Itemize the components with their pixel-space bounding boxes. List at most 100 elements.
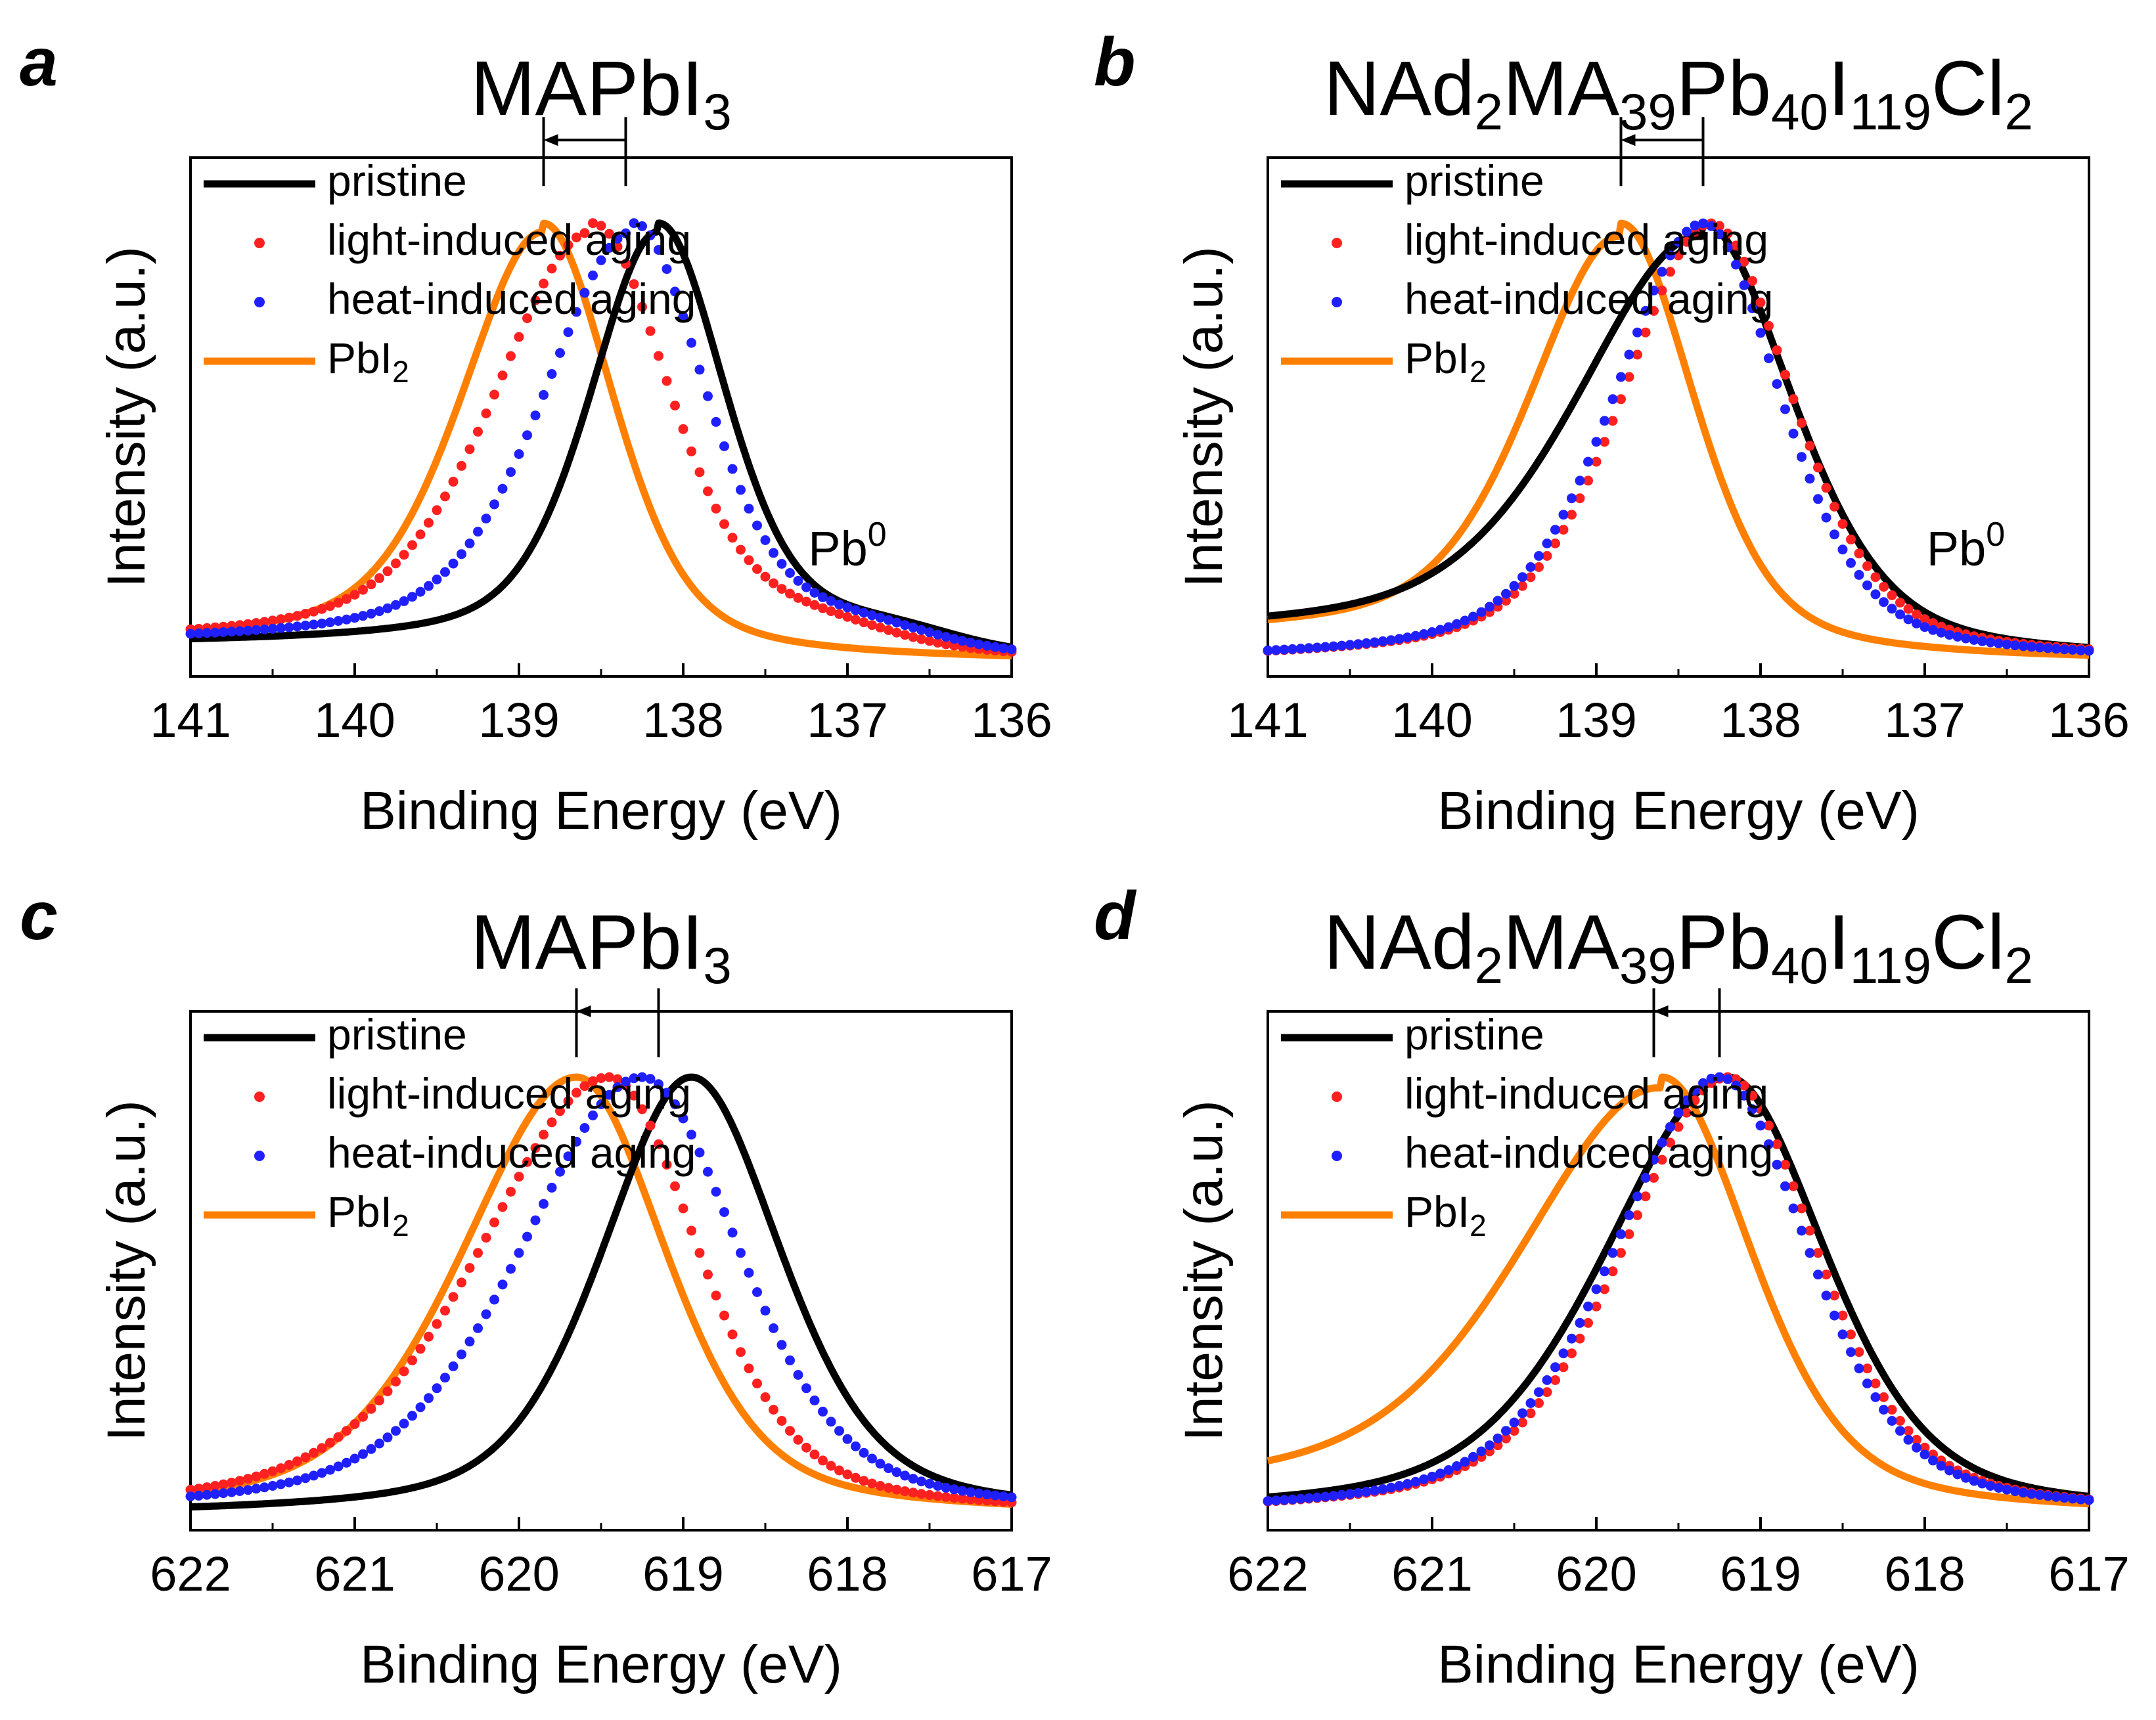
x-tick-label: 622 <box>150 1547 231 1601</box>
data-point <box>999 643 1008 653</box>
data-point <box>776 584 787 594</box>
data-point <box>1994 1483 2004 1493</box>
data-point <box>547 1182 557 1193</box>
data-point <box>760 1392 771 1402</box>
data-point <box>933 1491 943 1501</box>
panel-letter: c <box>20 878 58 954</box>
data-point <box>300 621 311 630</box>
x-tick-label: 621 <box>314 1547 395 1601</box>
data-point <box>818 1455 828 1466</box>
data-point <box>859 1447 869 1458</box>
data-point <box>1772 1139 1782 1149</box>
data-point <box>678 424 688 434</box>
data-point <box>604 229 614 239</box>
data-point <box>309 1447 319 1458</box>
data-point <box>2059 1493 2069 1503</box>
data-point <box>703 1166 713 1177</box>
data-point <box>1279 644 1290 655</box>
data-point <box>826 1461 836 1471</box>
data-point <box>826 596 836 606</box>
data-point <box>555 250 565 261</box>
data-point <box>407 1355 417 1365</box>
data-point <box>1722 242 1733 253</box>
data-point <box>1279 1495 1290 1505</box>
data-point <box>1378 1484 1388 1494</box>
data-point <box>1788 394 1799 405</box>
data-point <box>1517 572 1527 583</box>
data-point <box>769 548 778 558</box>
x-tick-label: 620 <box>1556 1547 1636 1601</box>
data-point <box>1410 1476 1421 1487</box>
data-point <box>711 503 721 514</box>
data-point <box>1690 220 1700 231</box>
data-point <box>1337 1489 1347 1500</box>
data-point <box>1903 1426 1914 1436</box>
data-point <box>227 1487 236 1497</box>
data-point <box>908 623 918 632</box>
data-point <box>349 590 360 600</box>
data-point <box>834 609 844 619</box>
data-point <box>342 614 351 625</box>
data-point <box>464 1336 475 1347</box>
series-line-pbi2 <box>1266 1073 2091 1508</box>
data-point <box>842 611 853 622</box>
data-point <box>292 611 302 621</box>
data-point <box>826 606 836 617</box>
data-point <box>982 1489 992 1500</box>
data-point <box>1575 1317 1585 1328</box>
data-point <box>1345 1489 1355 1499</box>
data-point <box>596 1073 606 1084</box>
data-point <box>588 1110 598 1120</box>
data-point <box>530 1143 541 1153</box>
data-point <box>2018 641 2029 651</box>
data-point <box>2027 642 2036 652</box>
data-point <box>1846 558 1856 568</box>
data-point <box>1722 229 1733 238</box>
data-point <box>834 1465 844 1476</box>
data-point <box>1747 303 1757 313</box>
data-point <box>809 600 820 610</box>
data-point <box>1952 1469 1963 1480</box>
data-point <box>834 1426 844 1436</box>
x-tick-label: 138 <box>1720 693 1801 747</box>
data-point <box>2002 639 2012 650</box>
data-point <box>670 286 680 297</box>
data-point <box>1591 437 1602 447</box>
data-point <box>1821 1269 1831 1280</box>
data-point <box>801 582 811 592</box>
data-point <box>1493 1440 1503 1451</box>
x-axis-label: Binding Energy (eV) <box>360 1635 842 1694</box>
x-tick-label: 136 <box>971 693 1052 747</box>
data-point <box>448 1292 459 1302</box>
data-point <box>235 626 245 636</box>
legend-label-pristine: pristine <box>327 1010 467 1059</box>
data-point <box>1764 1120 1774 1131</box>
data-point <box>859 617 869 628</box>
x-tick-label: 138 <box>642 693 723 747</box>
data-point <box>1780 1159 1790 1170</box>
data-point <box>637 1104 647 1114</box>
data-point <box>1591 456 1602 467</box>
x-tick-label: 618 <box>1884 1547 1965 1601</box>
data-point <box>694 467 705 477</box>
data-point <box>1328 641 1339 651</box>
data-point <box>1813 1248 1823 1258</box>
data-point <box>1715 229 1724 240</box>
data-point <box>793 1370 803 1380</box>
data-point <box>514 449 524 459</box>
data-point <box>1673 250 1684 261</box>
data-point <box>1739 1090 1749 1101</box>
data-point <box>1403 632 1412 643</box>
data-point <box>1607 416 1618 426</box>
x-tick-label: 136 <box>2048 693 2129 747</box>
data-point <box>1830 1290 1839 1301</box>
data-point <box>916 625 926 635</box>
data-point <box>654 1139 663 1149</box>
arrow-head <box>576 1005 591 1017</box>
data-point <box>1583 456 1593 467</box>
data-point <box>1640 305 1651 316</box>
data-point <box>1837 544 1848 555</box>
data-point <box>2084 646 2094 656</box>
shift-arrow <box>575 988 660 1057</box>
data-point <box>1879 1392 1889 1402</box>
